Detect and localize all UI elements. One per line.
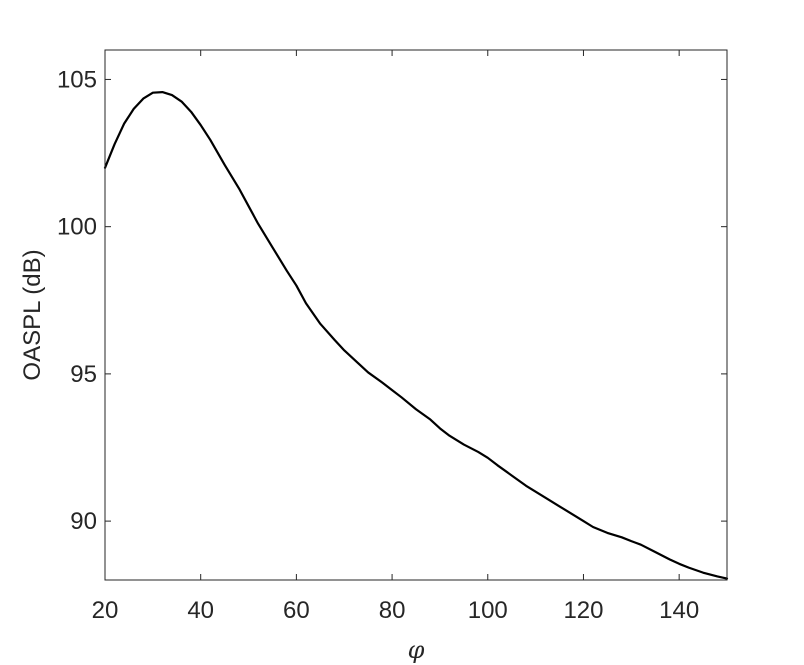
- plot-frame: [104, 49, 728, 581]
- x-tick-label: 100: [468, 597, 508, 624]
- y-tick-label: 100: [57, 214, 97, 241]
- x-tick-label: 20: [92, 597, 119, 624]
- y-tick-label: 105: [57, 66, 97, 93]
- x-tick-label: 140: [659, 597, 699, 624]
- tick-labels: 20 40 60 80 100 120 140 90 95 100 105: [57, 66, 699, 624]
- series-line-oaspl: [103, 91, 729, 580]
- x-axis-label: φ: [408, 636, 425, 664]
- y-axis-label: OASPL (dB): [19, 249, 46, 380]
- x-tick-label: 80: [379, 597, 406, 624]
- x-tick-label: 40: [187, 597, 214, 624]
- y-tick-label: 95: [70, 361, 97, 388]
- y-tick-label: 90: [70, 508, 97, 535]
- axis-ticks: [104, 50, 727, 580]
- x-tick-label: 60: [283, 597, 310, 624]
- plot-background: [105, 50, 727, 580]
- x-tick-label: 120: [563, 597, 603, 624]
